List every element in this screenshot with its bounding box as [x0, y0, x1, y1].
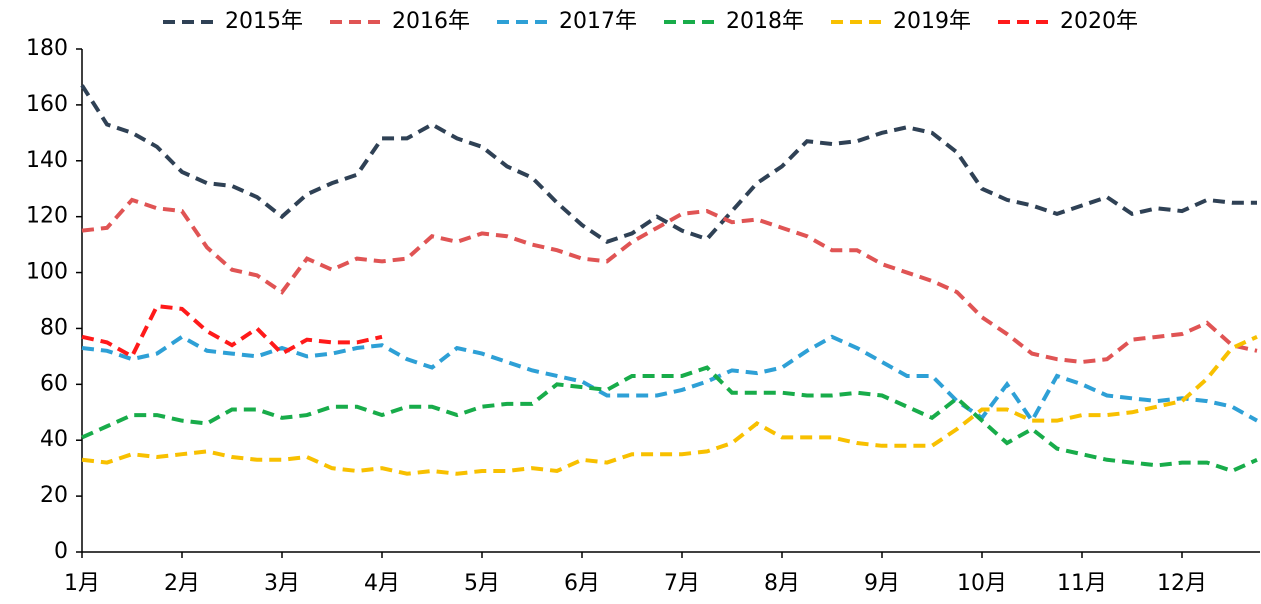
x-tick-label: 1月	[64, 571, 100, 596]
legend-label: 2015年	[225, 9, 303, 34]
x-tick-label: 6月	[564, 571, 600, 596]
y-tick-label: 120	[26, 204, 68, 229]
series-line	[81, 334, 1258, 425]
series-line	[81, 365, 1258, 474]
x-tick-label: 2月	[164, 571, 200, 596]
y-tick-label: 60	[40, 371, 68, 396]
y-tick-label: 40	[40, 427, 68, 452]
legend-label: 2017年	[559, 9, 637, 34]
x-tick-label: 3月	[264, 571, 300, 596]
y-tick-label: 160	[26, 92, 68, 117]
legend-label: 2018年	[726, 9, 804, 34]
series-line	[81, 197, 1258, 364]
x-tick-label: 12月	[1157, 571, 1207, 596]
y-tick-label: 0	[54, 539, 68, 564]
y-tick-label: 80	[40, 315, 68, 340]
y-tick-label: 140	[26, 148, 68, 173]
x-tick-label: 5月	[464, 571, 500, 596]
x-tick-label: 9月	[864, 571, 900, 596]
x-tick-label: 11月	[1057, 571, 1107, 596]
x-tick-label: 8月	[764, 571, 800, 596]
legend-label: 2019年	[893, 9, 971, 34]
series-line	[81, 303, 383, 360]
x-tick-label: 7月	[664, 571, 700, 596]
series-line	[81, 335, 1258, 476]
x-tick-label: 10月	[957, 571, 1007, 596]
y-tick-label: 20	[40, 483, 68, 508]
legend-label: 2016年	[392, 9, 470, 34]
y-tick-label: 180	[26, 36, 68, 61]
legend-label: 2020年	[1060, 9, 1138, 34]
y-tick-label: 100	[26, 260, 68, 285]
x-tick-label: 4月	[364, 571, 400, 596]
series-line	[80, 84, 1257, 245]
